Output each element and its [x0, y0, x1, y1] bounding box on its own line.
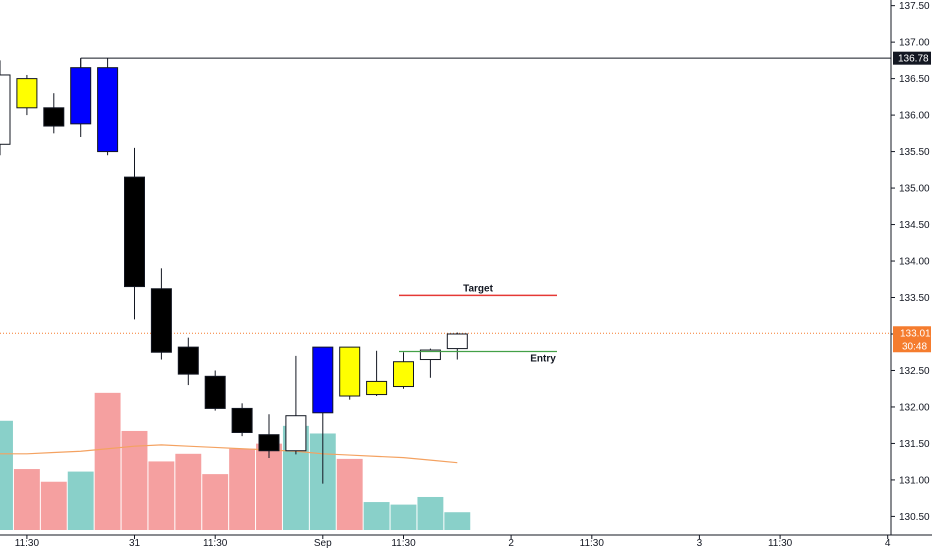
- candle: [204, 370, 226, 411]
- candle: [312, 346, 334, 484]
- volume-moving-average-line: [0, 444, 458, 464]
- volume-bar: [363, 502, 390, 530]
- price-tick-label: 137.00: [899, 38, 930, 49]
- volume-bar: [0, 420, 13, 530]
- candle-body: [285, 415, 307, 452]
- price-tick-label: 137.50: [899, 1, 930, 12]
- volume-bar: [175, 453, 202, 530]
- target-label: Target: [463, 283, 493, 294]
- price-tick-label: 134.00: [899, 257, 930, 268]
- price-tick-label: 134.50: [899, 220, 930, 231]
- candle: [366, 350, 388, 397]
- volume-bar: [336, 458, 363, 530]
- candle-body: [312, 346, 334, 414]
- candles: [0, 58, 468, 484]
- candle: [70, 58, 92, 137]
- candle-body: [177, 346, 199, 375]
- price-tick-label: 136.50: [899, 74, 930, 85]
- volume-bar: [40, 481, 67, 530]
- time-tick-label: 11:30: [768, 538, 793, 549]
- time-axis-ticks: 11:30 31 11:30 Sep 11:30 2 11:30 3 11:30 4: [15, 535, 891, 549]
- candle-body: [393, 361, 414, 388]
- candle-body: [258, 434, 280, 452]
- candle-body: [43, 107, 65, 127]
- price-tick-label: 132.00: [899, 402, 930, 413]
- price-tick-label: 132.50: [899, 366, 930, 377]
- entry-label: Entry: [530, 354, 556, 365]
- time-tick-label: 3: [697, 538, 703, 549]
- price-tick-label: 131.50: [899, 439, 930, 450]
- candle-body: [204, 375, 226, 409]
- candle: [258, 414, 280, 459]
- volume-bar: [13, 469, 40, 530]
- volume-bar: [229, 448, 256, 530]
- high-price-tag-text: 136.78: [898, 54, 929, 65]
- volume-bar: [390, 504, 417, 530]
- candle-body: [124, 176, 145, 288]
- high-price-tag: 136.78: [893, 51, 931, 65]
- candle-body: [419, 349, 441, 361]
- price-tick-label: 130.50: [899, 512, 930, 523]
- price-tick-label: 131.00: [899, 475, 930, 486]
- time-tick-label: 11:30: [580, 538, 605, 549]
- candle: [393, 352, 414, 389]
- countdown-text: 30:48: [902, 341, 927, 352]
- candle-body: [446, 333, 468, 350]
- candle: [285, 355, 307, 455]
- candle-body: [231, 407, 253, 433]
- candle-body: [366, 380, 388, 396]
- price-tick-label: 136.00: [899, 111, 930, 122]
- candle: [150, 268, 172, 360]
- candle-body: [97, 67, 119, 153]
- candle: [97, 58, 119, 156]
- candle-body: [16, 78, 38, 109]
- current-price-tag-text: 133.01: [900, 328, 931, 339]
- time-tick-label: 4: [885, 538, 891, 549]
- time-tick-label: Sep: [314, 538, 332, 549]
- candle: [16, 74, 38, 116]
- candle: [446, 332, 468, 360]
- candle: [124, 147, 145, 320]
- price-tick-label: 135.50: [899, 147, 930, 158]
- time-tick-label: 31: [129, 538, 141, 549]
- candle-body: [0, 74, 11, 145]
- candle: [177, 337, 199, 386]
- time-tick-label: 11:30: [15, 538, 40, 549]
- candle-body: [70, 67, 92, 125]
- candle: [339, 346, 361, 400]
- price-axis-background[interactable]: [891, 0, 932, 550]
- current-price-tag: 133.01 30:48: [893, 326, 931, 353]
- candle-body: [150, 288, 172, 353]
- price-tick-label: 133.50: [899, 293, 930, 304]
- candle: [231, 403, 253, 437]
- volume-bar: [94, 392, 121, 530]
- time-tick-label: 11:30: [391, 538, 416, 549]
- volume-bar: [417, 496, 444, 530]
- candle: [0, 60, 11, 156]
- time-tick-label: 11:30: [203, 538, 228, 549]
- time-tick-label: 2: [508, 538, 514, 549]
- price-tick-label: 135.00: [899, 184, 930, 195]
- volume-bar: [67, 471, 94, 530]
- volume-bar: [444, 512, 471, 530]
- candle: [419, 348, 441, 378]
- candle-body: [339, 346, 361, 397]
- volume-bar: [148, 461, 175, 530]
- candle: [43, 93, 65, 134]
- volume-bar: [202, 474, 229, 530]
